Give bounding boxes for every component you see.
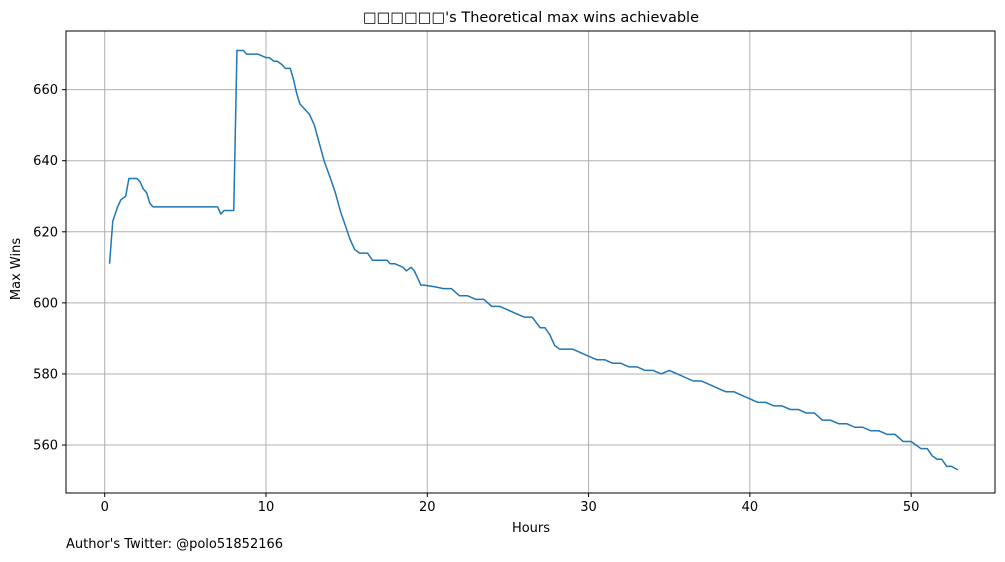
plot-frame: [65, 30, 996, 494]
y-tick-label: 660: [33, 83, 58, 98]
x-axis-label: Hours: [512, 521, 550, 536]
x-tick-label: 40: [742, 500, 759, 515]
y-axis-ticks: 560 580 600 620 640 660: [33, 83, 66, 454]
x-axis-ticks: 0 10 20 30 40 50: [101, 493, 920, 515]
x-tick-label: 0: [101, 500, 109, 515]
y-axis-label: Max Wins: [9, 238, 24, 300]
x-tick-label: 20: [419, 500, 436, 515]
y-tick-label: 580: [33, 367, 58, 382]
y-tick-label: 640: [33, 154, 58, 169]
x-tick-label: 10: [258, 500, 275, 515]
x-tick-label: 50: [903, 500, 920, 515]
y-tick-label: 560: [33, 439, 58, 454]
series-line-max-wins: [108, 49, 959, 471]
y-tick-label: 600: [33, 296, 58, 311]
grid-lines: [66, 31, 995, 493]
author-twitter-note: Author's Twitter: @polo51852166: [66, 537, 284, 552]
y-tick-label: 620: [33, 225, 58, 240]
chart-title: □□□□□□'s Theoretical max wins achievable: [363, 10, 699, 26]
x-tick-label: 30: [580, 500, 597, 515]
